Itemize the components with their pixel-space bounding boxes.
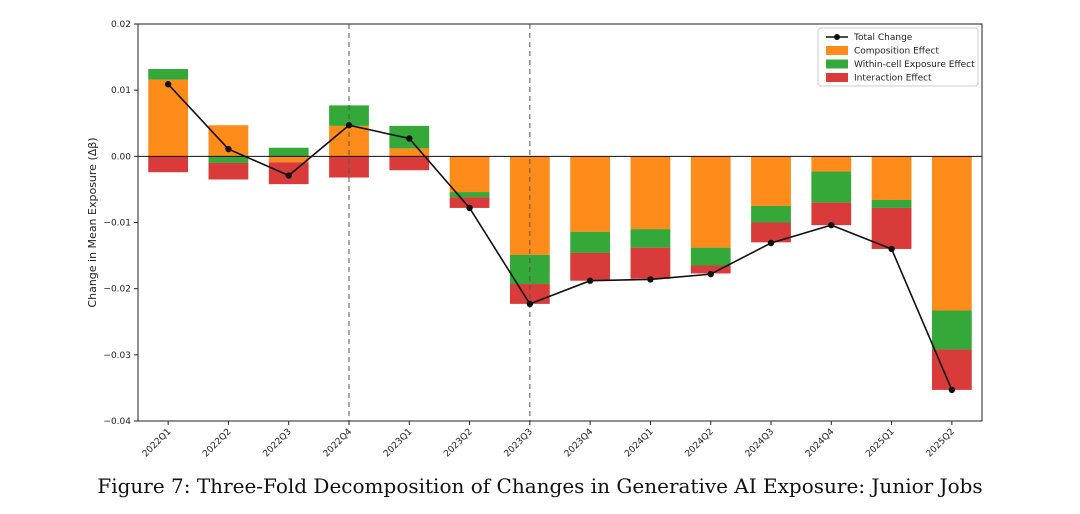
bar-within-2022Q1	[148, 68, 189, 80]
total-change-point-2024Q2	[707, 270, 714, 278]
total-change-point-2023Q3	[526, 300, 534, 308]
legend-box	[817, 27, 979, 87]
figure-caption: Figure 7: Three-Fold Decomposition of Ch…	[97, 474, 983, 498]
x-tick-label: 2023Q2	[442, 427, 474, 459]
bar-interaction-2023Q2	[449, 197, 490, 208]
y-tick-label: −0.03	[103, 351, 131, 361]
bar-within-2024Q4	[811, 171, 852, 203]
legend: Total Change Composition Effect Within-cel…	[817, 27, 979, 87]
bar-within-2023Q4	[570, 231, 611, 253]
bar-interaction-2025Q2	[931, 349, 972, 390]
x-tick-label: 2024Q3	[744, 427, 776, 459]
total-change-point-2024Q3	[767, 239, 775, 247]
bar-within-2022Q2	[208, 156, 249, 163]
total-change-line	[167, 83, 953, 391]
legend-swatch-composition	[826, 46, 848, 55]
bar-interaction-2022Q4	[329, 156, 369, 178]
bar-within-2023Q2	[449, 192, 490, 198]
legend-total-marker	[834, 34, 840, 40]
legend-items: Total Change Composition Effect Within-cel…	[826, 33, 975, 84]
bars-layer	[148, 68, 972, 390]
bar-interaction-2022Q2	[208, 162, 249, 180]
legend-label-total: Total Change	[853, 33, 913, 43]
bar-within-2022Q3	[268, 147, 309, 157]
y-axis-label: Change in Mean Exposure (Δβ)	[86, 137, 99, 307]
bar-within-2024Q3	[751, 205, 791, 223]
y-axis: −0.04 −0.03 −0.02 −0.01 0.00 0.01 0.02	[103, 20, 138, 427]
bar-interaction-2022Q1	[148, 156, 189, 173]
bar-within-2025Q1	[871, 200, 912, 208]
y-tick-label: 0.02	[111, 20, 131, 30]
bar-interaction-2025Q1	[871, 207, 912, 249]
total-change-point-2024Q4	[828, 221, 835, 229]
legend-label-within: Within-cell Exposure Effect	[854, 60, 975, 70]
bar-within-2024Q1	[630, 229, 671, 248]
total-change-point-2023Q1	[406, 135, 413, 142]
x-tick-label: 2025Q1	[864, 427, 896, 459]
legend-label-interaction: Interaction Effect	[854, 74, 932, 84]
bar-composition-2025Q1	[871, 156, 912, 201]
bar-interaction-2023Q4	[570, 252, 611, 281]
x-tick-label: 2022Q4	[322, 427, 355, 460]
y-tick-label: −0.01	[103, 219, 131, 229]
chart: −0.04−0.03−0.02−0.010.000.010.02 2022Q1 2…	[86, 20, 983, 459]
bar-interaction-2024Q3	[751, 222, 791, 243]
y-tick-label: 0.01	[111, 86, 131, 96]
total-change-point-2023Q2	[466, 204, 473, 212]
legend-swatch-within	[826, 59, 848, 69]
bar-interaction-2023Q1	[389, 156, 430, 171]
bar-composition-2024Q4	[811, 156, 852, 172]
x-tick-label: 2022Q3	[262, 427, 294, 459]
bar-within-2025Q2	[931, 310, 972, 350]
x-tick-label: 2023Q3	[503, 427, 535, 459]
y-tick-label: −0.02	[103, 285, 131, 295]
bar-interaction-2024Q1	[630, 247, 671, 279]
legend-label-composition: Composition Effect	[854, 47, 939, 57]
x-tick-label: 2024Q2	[684, 427, 716, 459]
total-change-point-2022Q4	[345, 122, 353, 129]
total-change-point-2023Q4	[586, 277, 594, 284]
bar-composition-2022Q3	[268, 156, 309, 163]
bar-composition-2024Q2	[690, 156, 731, 248]
bar-composition-2023Q2	[449, 156, 490, 193]
total-change-point-2025Q2	[948, 386, 956, 394]
bar-composition-2024Q1	[630, 156, 671, 230]
y-tick-label: −0.04	[103, 417, 131, 427]
x-axis: 2022Q1 2022Q2 2022Q3 2022Q4 2023Q1 2023Q2 2023…	[141, 421, 957, 459]
x-tick-label: 2023Q1	[382, 427, 414, 459]
total-change-point-2024Q1	[647, 276, 654, 283]
bar-composition-2023Q4	[570, 156, 611, 232]
total-change-point-2022Q1	[164, 81, 172, 88]
bar-composition-2024Q3	[751, 156, 791, 206]
bar-composition-2025Q2	[931, 156, 972, 311]
bar-interaction-2024Q4	[811, 202, 852, 226]
reference-lines	[348, 24, 531, 421]
bar-composition-2022Q1	[148, 79, 189, 157]
y-tick-label: 0.00	[111, 152, 131, 162]
x-tick-label: 2025Q2	[925, 427, 957, 459]
bar-composition-2023Q1	[389, 148, 430, 157]
legend-swatch-interaction	[826, 73, 848, 82]
total-change-point-2022Q2	[225, 145, 232, 153]
bar-interaction-2024Q2	[690, 265, 731, 274]
x-tick-label: 2024Q1	[623, 427, 655, 459]
total-change-point-2022Q3	[285, 172, 292, 179]
x-tick-label: 2023Q4	[563, 427, 596, 460]
total-change-point-2025Q1	[888, 245, 895, 253]
x-tick-label: 2022Q1	[141, 427, 173, 459]
bar-within-2024Q2	[690, 247, 731, 266]
x-tick-label: 2022Q2	[201, 427, 233, 459]
total-change-series	[164, 81, 956, 394]
x-tick-label: 2024Q4	[804, 427, 837, 460]
